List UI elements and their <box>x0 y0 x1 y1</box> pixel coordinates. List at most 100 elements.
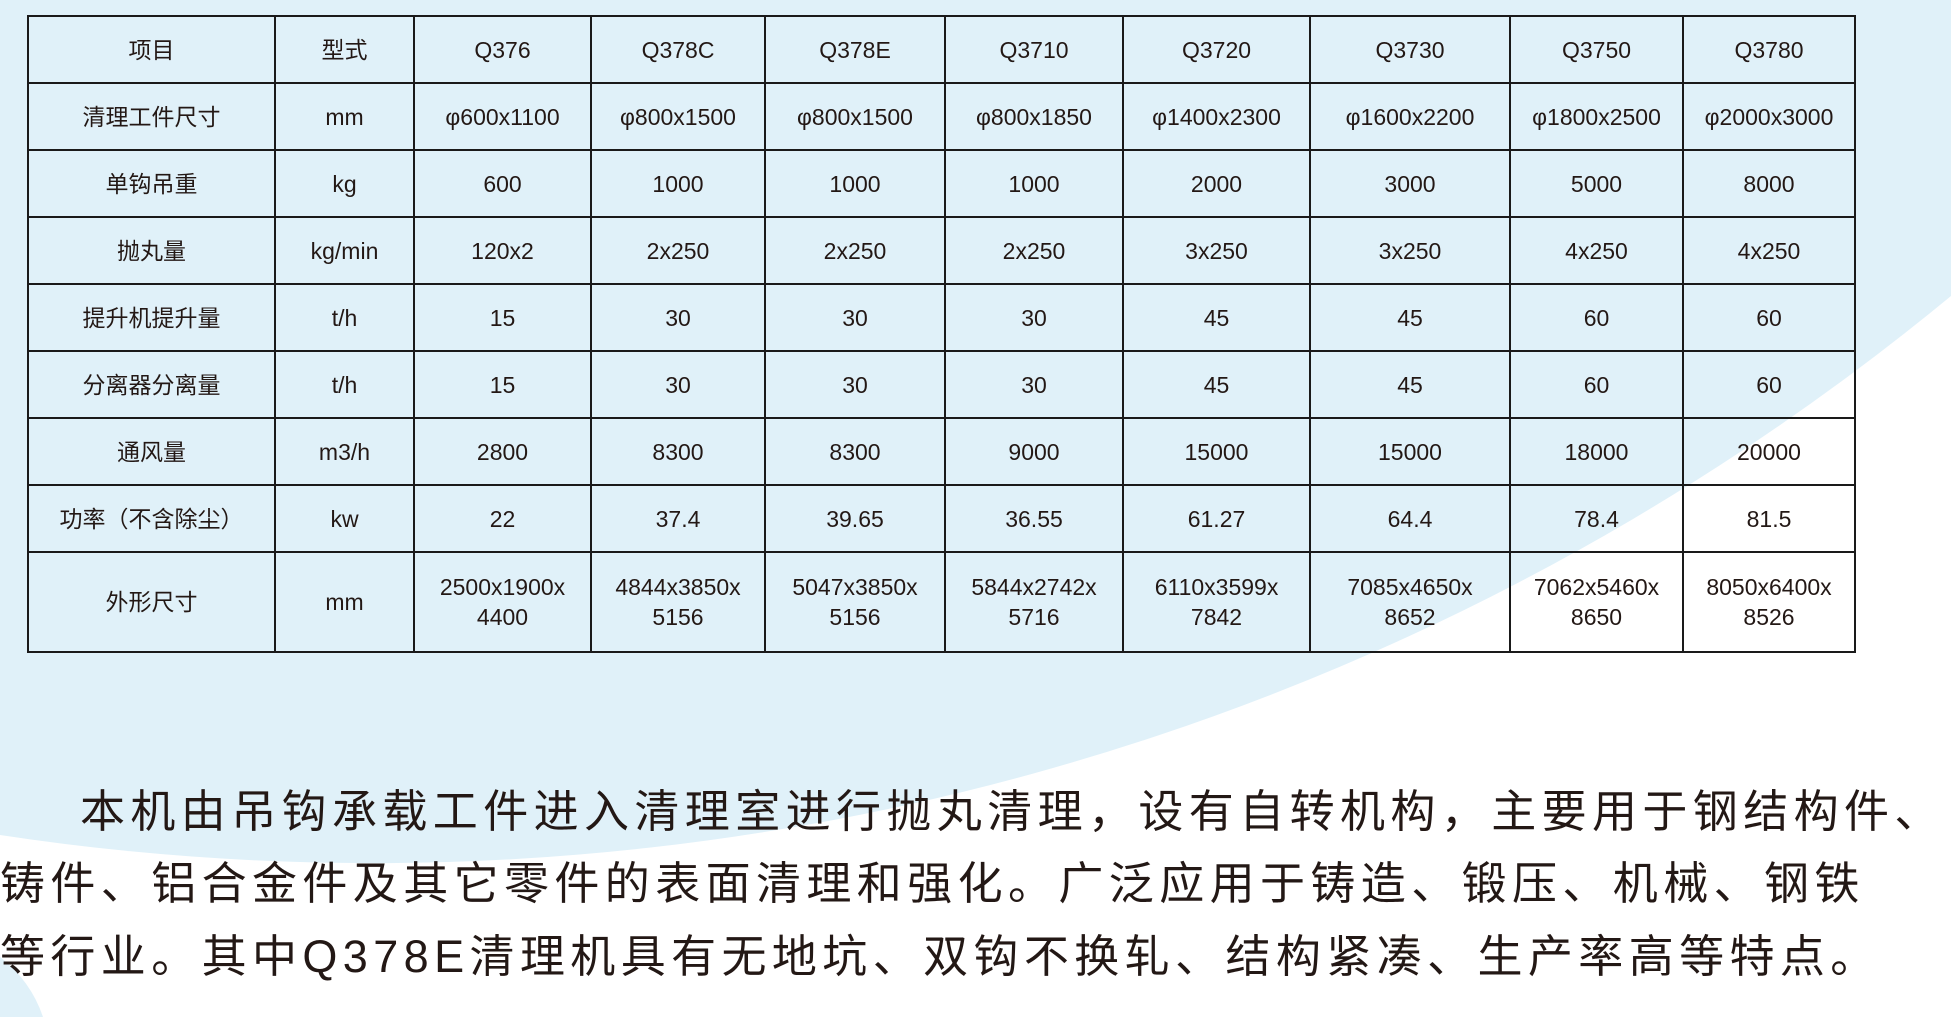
value-cell: 15000 <box>1309 417 1511 486</box>
value-cell: 30 <box>944 350 1124 419</box>
value-cell: φ2000x3000 <box>1682 82 1856 151</box>
value-cell: Q376 <box>413 15 592 84</box>
row-label-cell: 外形尺寸 <box>27 551 276 653</box>
value-cell: 30 <box>764 350 946 419</box>
value-cell: 7085x4650x 8652 <box>1309 551 1511 653</box>
value-cell: 8000 <box>1682 149 1856 218</box>
unit-cell: t/h <box>274 350 415 419</box>
value-cell: 36.55 <box>944 484 1124 553</box>
value-cell: 39.65 <box>764 484 946 553</box>
table-row: 分离器分离量 t/h 15 30 30 30 45 45 60 60 <box>27 350 1856 419</box>
value-cell: 8050x6400x 8526 <box>1682 551 1856 653</box>
value-cell: Q3720 <box>1122 15 1311 84</box>
value-cell: 30 <box>944 283 1124 352</box>
value-cell: 6110x3599x 7842 <box>1122 551 1311 653</box>
value-cell: φ1800x2500 <box>1509 82 1684 151</box>
value-cell: 9000 <box>944 417 1124 486</box>
table-row: 清理工件尺寸 mm φ600x1100 φ800x1500 φ800x1500 φ800x… <box>27 82 1856 151</box>
row-label-cell: 清理工件尺寸 <box>27 82 276 151</box>
value-cell: 5000 <box>1509 149 1684 218</box>
row-label-cell: 抛丸量 <box>27 216 276 285</box>
value-cell: 30 <box>590 350 766 419</box>
table-row: 提升机提升量 t/h 15 30 30 30 45 45 60 60 <box>27 283 1856 352</box>
unit-cell: kw <box>274 484 415 553</box>
value-cell: φ800x1500 <box>764 82 946 151</box>
table-row: 单钩吊重 kg 600 1000 1000 1000 2000 3000 5000 8000 <box>27 149 1856 218</box>
value-cell: 600 <box>413 149 592 218</box>
value-cell: 5844x2742x 5716 <box>944 551 1124 653</box>
value-cell: 2x250 <box>764 216 946 285</box>
value-cell: 4x250 <box>1509 216 1684 285</box>
value-cell: 45 <box>1309 350 1511 419</box>
table-row: 外形尺寸 mm 2500x1900x 4400 4844x3850x 5156 5047x3… <box>27 551 1856 653</box>
value-cell: 61.27 <box>1122 484 1311 553</box>
value-cell: 8300 <box>590 417 766 486</box>
value-cell: 15 <box>413 350 592 419</box>
value-cell: Q3730 <box>1309 15 1511 84</box>
row-label-cell: 分离器分离量 <box>27 350 276 419</box>
unit-cell: t/h <box>274 283 415 352</box>
value-cell: 120x2 <box>413 216 592 285</box>
value-cell: Q378E <box>764 15 946 84</box>
value-cell: 37.4 <box>590 484 766 553</box>
row-label-cell: 项目 <box>27 15 276 84</box>
spec-table: 项目 型式 Q376 Q378C Q378E Q3710 Q3720 Q3730 Q3750 Q3… <box>27 15 1856 653</box>
value-cell: 1000 <box>764 149 946 218</box>
value-cell: 81.5 <box>1682 484 1856 553</box>
unit-cell: mm <box>274 82 415 151</box>
value-cell: 45 <box>1309 283 1511 352</box>
value-cell: 2500x1900x 4400 <box>413 551 592 653</box>
unit-cell: mm <box>274 551 415 653</box>
value-cell: 60 <box>1509 283 1684 352</box>
value-cell: 1000 <box>944 149 1124 218</box>
unit-cell: kg/min <box>274 216 415 285</box>
value-cell: 3000 <box>1309 149 1511 218</box>
value-cell: 30 <box>590 283 766 352</box>
value-cell: 78.4 <box>1509 484 1684 553</box>
value-cell: 2x250 <box>944 216 1124 285</box>
value-cell: 4x250 <box>1682 216 1856 285</box>
table-row: 功率（不含除尘） kw 22 37.4 39.65 36.55 61.27 64.4 78.4 8… <box>27 484 1856 553</box>
value-cell: 5047x3850x 5156 <box>764 551 946 653</box>
value-cell: 2800 <box>413 417 592 486</box>
value-cell: 20000 <box>1682 417 1856 486</box>
value-cell: φ1400x2300 <box>1122 82 1311 151</box>
unit-cell: kg <box>274 149 415 218</box>
description-line-1: 本机由吊钩承载工件进入清理室进行抛丸清理，设有自转机构，主要用于钢结构件、 <box>80 786 1945 837</box>
value-cell: 22 <box>413 484 592 553</box>
header-row: 项目 型式 Q376 Q378C Q378E Q3710 Q3720 Q3730 Q3750 Q3… <box>27 15 1856 84</box>
value-cell: Q3780 <box>1682 15 1856 84</box>
value-cell: φ1600x2200 <box>1309 82 1511 151</box>
value-cell: Q378C <box>590 15 766 84</box>
value-cell: 15 <box>413 283 592 352</box>
value-cell: 3x250 <box>1122 216 1311 285</box>
value-cell: 4844x3850x 5156 <box>590 551 766 653</box>
value-cell: 60 <box>1682 283 1856 352</box>
value-cell: Q3750 <box>1509 15 1684 84</box>
value-cell: 1000 <box>590 149 766 218</box>
description-line-3: 等行业。其中Q378E清理机具有无地坑、双钩不换轧、结构紧凑、生产率高等特点。 <box>0 931 1881 982</box>
value-cell: 7062x5460x 8650 <box>1509 551 1684 653</box>
background-corner-arc <box>0 957 43 1017</box>
value-cell: 64.4 <box>1309 484 1511 553</box>
value-cell: 30 <box>764 283 946 352</box>
table-row: 通风量 m3/h 2800 8300 8300 9000 15000 15000 18000 20… <box>27 417 1856 486</box>
row-label-cell: 功率（不含除尘） <box>27 484 276 553</box>
value-cell: 2000 <box>1122 149 1311 218</box>
value-cell: 60 <box>1509 350 1684 419</box>
unit-cell: m3/h <box>274 417 415 486</box>
value-cell: φ600x1100 <box>413 82 592 151</box>
value-cell: φ800x1850 <box>944 82 1124 151</box>
value-cell: 15000 <box>1122 417 1311 486</box>
row-label-cell: 提升机提升量 <box>27 283 276 352</box>
unit-cell: 型式 <box>274 15 415 84</box>
description-line-2: 铸件、铝合金件及其它零件的表面清理和强化。广泛应用于铸造、锻压、机械、钢铁 <box>0 858 1865 909</box>
row-label-cell: 单钩吊重 <box>27 149 276 218</box>
value-cell: φ800x1500 <box>590 82 766 151</box>
value-cell: Q3710 <box>944 15 1124 84</box>
value-cell: 45 <box>1122 283 1311 352</box>
value-cell: 18000 <box>1509 417 1684 486</box>
value-cell: 60 <box>1682 350 1856 419</box>
value-cell: 3x250 <box>1309 216 1511 285</box>
value-cell: 45 <box>1122 350 1311 419</box>
